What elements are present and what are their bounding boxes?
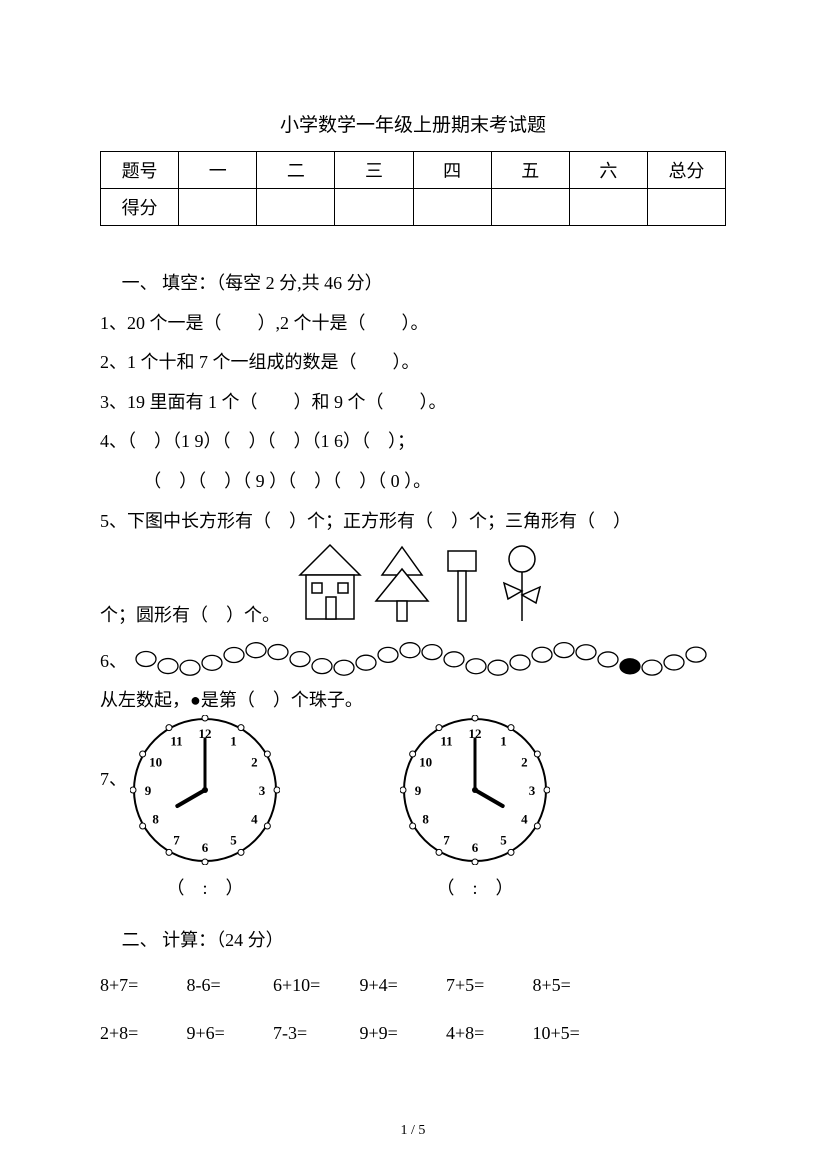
- svg-text:11: 11: [440, 733, 452, 748]
- page-title: 小学数学一年级上册期末考试题: [100, 110, 726, 137]
- calc-item: 2+8=: [100, 1012, 182, 1055]
- svg-text:4: 4: [251, 811, 258, 826]
- calc-item: 9+9=: [360, 1012, 442, 1055]
- svg-text:7: 7: [173, 832, 180, 847]
- section-heading: 一、 填空：（每空 2 分,共 46 分）: [100, 264, 726, 304]
- th: 四: [413, 152, 491, 189]
- svg-text:4: 4: [521, 811, 528, 826]
- svg-text:3: 3: [259, 783, 266, 798]
- clock-1: 121234567891011 （ : ）: [130, 715, 280, 900]
- svg-text:5: 5: [500, 832, 507, 847]
- th: 一: [179, 152, 257, 189]
- th: 五: [491, 152, 569, 189]
- td: [257, 189, 335, 226]
- clock-caption: （ : ）: [130, 874, 280, 900]
- td: [491, 189, 569, 226]
- svg-text:8: 8: [422, 811, 429, 826]
- th: 三: [335, 152, 413, 189]
- beads-figure: 6、: [100, 641, 726, 681]
- svg-text:2: 2: [521, 754, 528, 769]
- table-row: 题号 一 二 三 四 五 六 总分: [101, 152, 726, 189]
- calc-item: 8+5=: [533, 964, 615, 1007]
- svg-text:9: 9: [415, 783, 422, 798]
- th: 题号: [101, 152, 179, 189]
- clock-svg: 121234567891011: [130, 715, 280, 865]
- question-text: 1、20 个一是（ ）,2 个十是（ ）。: [100, 304, 726, 344]
- question-label: 7、: [100, 765, 127, 791]
- shapes-figure: 个；圆形有（ ）个。: [100, 541, 726, 641]
- question-text: 2、1 个十和 7 个一组成的数是（ ）。: [100, 343, 726, 383]
- svg-text:1: 1: [500, 733, 507, 748]
- th: 六: [569, 152, 647, 189]
- calc-item: 8+7=: [100, 964, 182, 1007]
- svg-text:7: 7: [443, 832, 450, 847]
- question-text: 5、下图中长方形有（ ）个；正方形有（ ）个；三角形有（ ）: [100, 502, 726, 542]
- calc-item: 7-3=: [273, 1012, 355, 1055]
- shapes-svg: [290, 541, 610, 637]
- calc-item: 10+5=: [533, 1012, 615, 1055]
- calc-row: 2+8= 9+6= 7-3= 9+9= 4+8= 10+5=: [100, 1012, 726, 1055]
- clock-caption: （ : ）: [400, 874, 550, 900]
- beads-svg: [132, 637, 722, 681]
- svg-text:5: 5: [230, 832, 237, 847]
- td: [179, 189, 257, 226]
- th: 二: [257, 152, 335, 189]
- question-text: （ ）（ ）（ 9 ）（ ）（ ）（ 0 ）。: [100, 462, 726, 502]
- page-number: 1 / 5: [0, 1123, 826, 1139]
- svg-text:1: 1: [230, 733, 237, 748]
- calc-item: 6+10=: [273, 964, 355, 1007]
- svg-text:10: 10: [149, 754, 162, 769]
- td: 得分: [101, 189, 179, 226]
- calc-row: 8+7= 8-6= 6+10= 9+4= 7+5= 8+5=: [100, 964, 726, 1007]
- td: [569, 189, 647, 226]
- clocks-figure: 7、 121234567891011 （ : ） 121234567891011…: [100, 715, 726, 915]
- score-table: 题号 一 二 三 四 五 六 总分 得分: [100, 151, 726, 226]
- svg-text:8: 8: [152, 811, 159, 826]
- clock-svg: 121234567891011: [400, 715, 550, 865]
- svg-text:10: 10: [419, 754, 432, 769]
- svg-text:6: 6: [472, 840, 479, 855]
- svg-text:9: 9: [145, 783, 152, 798]
- svg-text:2: 2: [251, 754, 258, 769]
- th: 总分: [647, 152, 725, 189]
- question-text: 个；圆形有（ ）个。: [100, 601, 280, 627]
- td: [647, 189, 725, 226]
- question-label: 6、: [100, 647, 127, 673]
- svg-text:3: 3: [529, 783, 536, 798]
- calc-item: 7+5=: [446, 964, 528, 1007]
- question-text: 3、19 里面有 1 个（ ）和 9 个（ ）。: [100, 383, 726, 423]
- calc-item: 8-6=: [187, 964, 269, 1007]
- question-text: 4、（ ）（1 9）（ ）（ ）（1 6）（ ）；: [100, 422, 726, 462]
- svg-text:6: 6: [202, 840, 209, 855]
- svg-text:11: 11: [170, 733, 182, 748]
- page: 小学数学一年级上册期末考试题 题号 一 二 三 四 五 六 总分 得分 一、 填…: [0, 0, 826, 1169]
- section-heading: 二、 计算：（24 分）: [100, 921, 726, 961]
- calc-item: 9+6=: [187, 1012, 269, 1055]
- td: [335, 189, 413, 226]
- calc-item: 9+4=: [360, 964, 442, 1007]
- clock-2: 121234567891011 （ : ）: [400, 715, 550, 900]
- calc-item: 4+8=: [446, 1012, 528, 1055]
- table-row: 得分: [101, 189, 726, 226]
- td: [413, 189, 491, 226]
